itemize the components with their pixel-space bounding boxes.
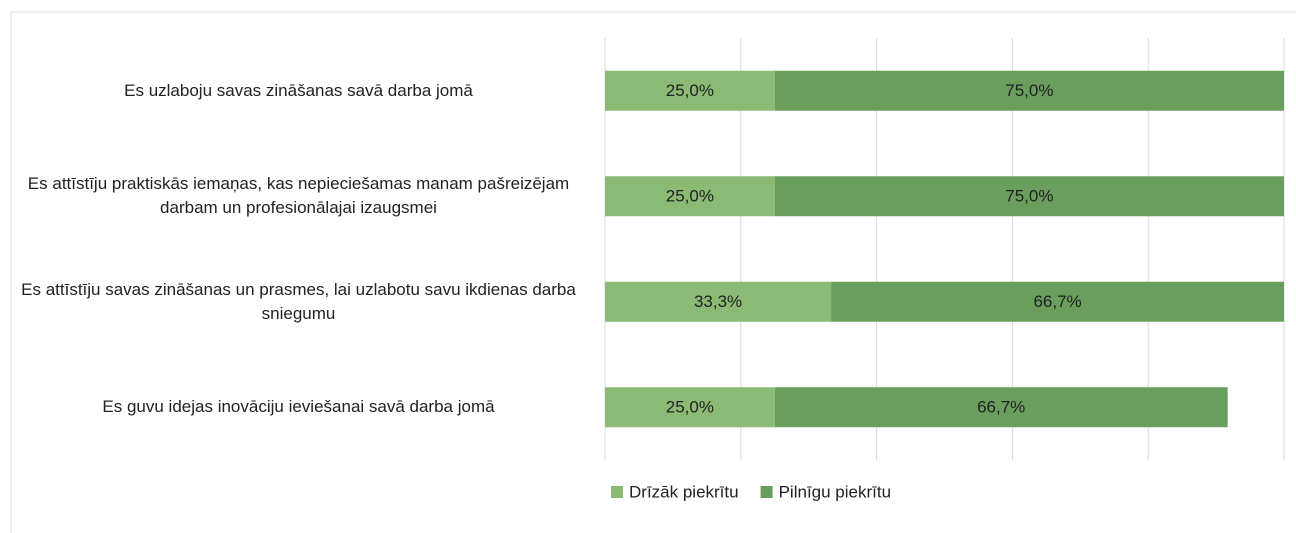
value-label: 33,3% [694, 292, 742, 311]
value-label: 25,0% [666, 187, 714, 206]
value-label: 25,0% [666, 81, 714, 100]
legend-label: Drīzāk piekrītu [629, 482, 739, 501]
bar-segment [774, 70, 1284, 111]
legend-swatch [760, 486, 773, 498]
bar-segment [605, 176, 775, 217]
value-label: 75,0% [1005, 187, 1053, 206]
bar-segment [605, 281, 832, 322]
category-label: Es attīstīju praktiskās iemaņas, kas nep… [27, 174, 570, 218]
bar-segment [831, 281, 1284, 322]
bar-segment [605, 387, 775, 428]
bar-segment [605, 70, 775, 111]
bar-segment [774, 176, 1284, 217]
value-label: 25,0% [666, 398, 714, 417]
category-label: Es uzlaboju savas zināšanas savā darba j… [124, 80, 473, 100]
bar-segment [774, 387, 1228, 428]
category-label: Es guvu idejas inovāciju ieviešanai savā… [102, 397, 495, 417]
category-label: Es attīstīju savas zināšanas un prasmes,… [21, 279, 576, 323]
value-label: 66,7% [1033, 292, 1081, 311]
value-label: 75,0% [1005, 81, 1053, 100]
chart-border [10, 11, 1296, 533]
value-label: 66,7% [977, 398, 1025, 417]
legend-label: Pilnīgu piekrītu [779, 482, 891, 501]
legend-swatch [611, 486, 623, 498]
